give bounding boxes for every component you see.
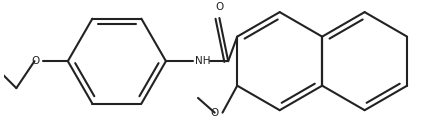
Text: O: O: [31, 56, 39, 66]
Text: O: O: [210, 108, 219, 118]
Text: O: O: [215, 2, 224, 12]
Text: NH: NH: [196, 56, 211, 66]
